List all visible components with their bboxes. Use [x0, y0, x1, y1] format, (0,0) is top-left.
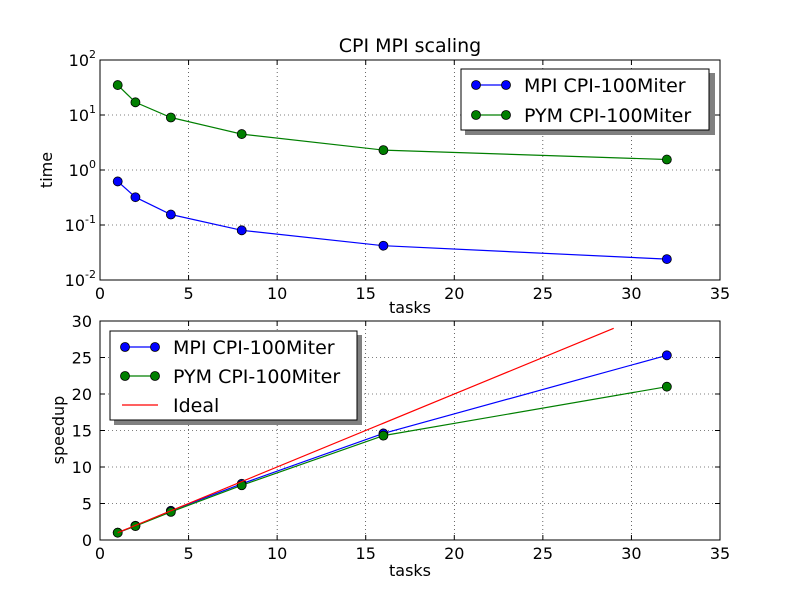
data-point	[165, 112, 176, 123]
data-point	[112, 176, 123, 187]
x-axis-label: tasks	[389, 298, 431, 317]
data-point	[661, 254, 672, 264]
legend-marker-mpi	[150, 342, 160, 352]
x-tick-label: 25	[533, 284, 553, 303]
time-chart: CPI MPI scaling 0 5 10 15 20 25 30 35 10-210-11…	[37, 35, 730, 317]
y-tick-label: 30	[72, 312, 92, 331]
x-axis-label: tasks	[389, 561, 431, 580]
data-point	[378, 430, 389, 441]
x-tick-label: 5	[183, 544, 193, 563]
data-point	[661, 350, 672, 361]
data-point	[661, 381, 672, 392]
legend: MPI CPI-100Miter PYM CPI-100Miter Ideal	[109, 330, 362, 425]
speedup-chart: 0 5 10 15 20 25 30 35 0 5 10 15 20 25 30 tasks speedu…	[49, 312, 730, 580]
x-tick-label: 35	[710, 284, 730, 303]
y-tick-label: 10-1	[65, 213, 96, 235]
legend-marker-pym	[501, 110, 511, 120]
legend: MPI CPI-100Miter PYM CPI-100Miter	[460, 68, 715, 135]
x-tick-label: 10	[267, 544, 287, 563]
data-point	[661, 154, 672, 165]
x-axis-ticks: 0 5 10 15 20 25 30 35	[95, 60, 730, 303]
x-tick-label: 15	[356, 284, 376, 303]
chart-title: CPI MPI scaling	[339, 35, 482, 57]
y-tick-label: 102	[69, 48, 96, 70]
x-tick-label: 5	[183, 284, 193, 303]
y-tick-label: 15	[72, 422, 92, 441]
x-tick-label: 25	[533, 544, 553, 563]
y-axis-ticks: 10-2 10-1 100 101 102	[65, 48, 720, 290]
y-tick-label: 10	[72, 458, 92, 477]
legend-box	[460, 68, 710, 131]
data-point	[130, 97, 141, 108]
y-tick-label: 25	[72, 349, 92, 368]
data-point	[378, 240, 389, 251]
legend-marker-mpi	[120, 342, 130, 352]
legend-marker-mpi	[501, 80, 511, 90]
legend-label-pym: PYM CPI-100Miter	[524, 105, 691, 127]
x-tick-label: 15	[356, 544, 376, 563]
x-tick-label: 0	[95, 544, 105, 563]
y-tick-label: 100	[69, 158, 96, 180]
x-tick-label: 0	[95, 284, 105, 303]
series-line	[117, 327, 614, 534]
x-axis-ticks: 0 5 10 15 20 25 30 35	[95, 321, 730, 563]
x-tick-label: 30	[621, 284, 641, 303]
legend-marker-pym	[150, 371, 160, 381]
data-point	[236, 129, 247, 139]
legend-marker-mpi	[471, 80, 481, 90]
y-tick-label: 0	[82, 531, 92, 550]
series-layer	[112, 80, 672, 264]
data-point	[112, 80, 123, 90]
legend-label-mpi: MPI CPI-100Miter	[173, 337, 335, 359]
legend-label-ideal: Ideal	[173, 395, 219, 417]
y-axis-label: time	[37, 152, 56, 188]
data-point	[165, 209, 176, 220]
y-tick-label: 20	[72, 385, 92, 404]
data-point	[378, 145, 389, 156]
x-tick-label: 35	[710, 544, 730, 563]
x-tick-label: 20	[444, 544, 464, 563]
legend-label-pym: PYM CPI-100Miter	[173, 366, 340, 388]
legend-label-mpi: MPI CPI-100Miter	[524, 75, 686, 97]
legend-marker-pym	[471, 110, 481, 120]
x-tick-label: 20	[444, 284, 464, 303]
y-axis-label: speedup	[49, 396, 68, 465]
x-tick-label: 30	[621, 544, 641, 563]
legend-marker-pym	[120, 371, 130, 381]
y-axis-ticks: 0 5 10 15 20 25 30	[72, 312, 720, 550]
data-point	[130, 192, 141, 203]
series-layer	[112, 327, 672, 538]
y-tick-label: 10-2	[65, 268, 96, 290]
y-tick-label: 5	[82, 495, 92, 514]
data-point	[236, 225, 247, 236]
x-tick-label: 10	[267, 284, 287, 303]
y-tick-label: 101	[69, 103, 96, 125]
